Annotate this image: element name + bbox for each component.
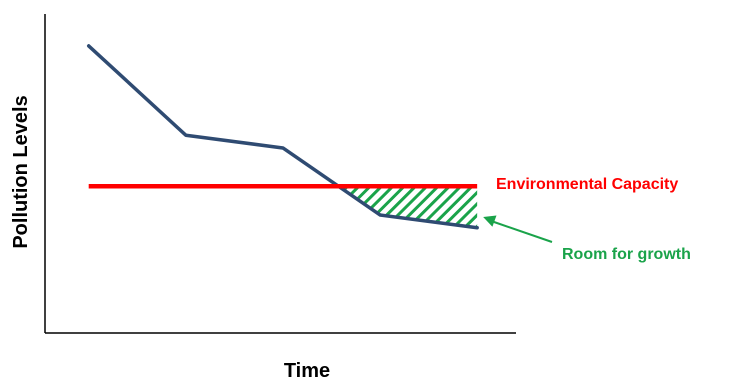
axes: [44, 14, 516, 334]
room-for-growth-label: Room for growth: [562, 246, 691, 263]
room-for-growth-region: [341, 186, 478, 228]
room-for-growth-arrow: [490, 220, 553, 243]
y-axis-title: Pollution Levels: [10, 95, 32, 248]
series-line-pollution: [86, 44, 479, 230]
x-axis-title: Time: [284, 360, 330, 379]
plot-area: [86, 44, 553, 243]
room-for-growth-arrowhead: [483, 215, 497, 227]
environmental-capacity-label: Environmental Capacity: [496, 176, 678, 193]
